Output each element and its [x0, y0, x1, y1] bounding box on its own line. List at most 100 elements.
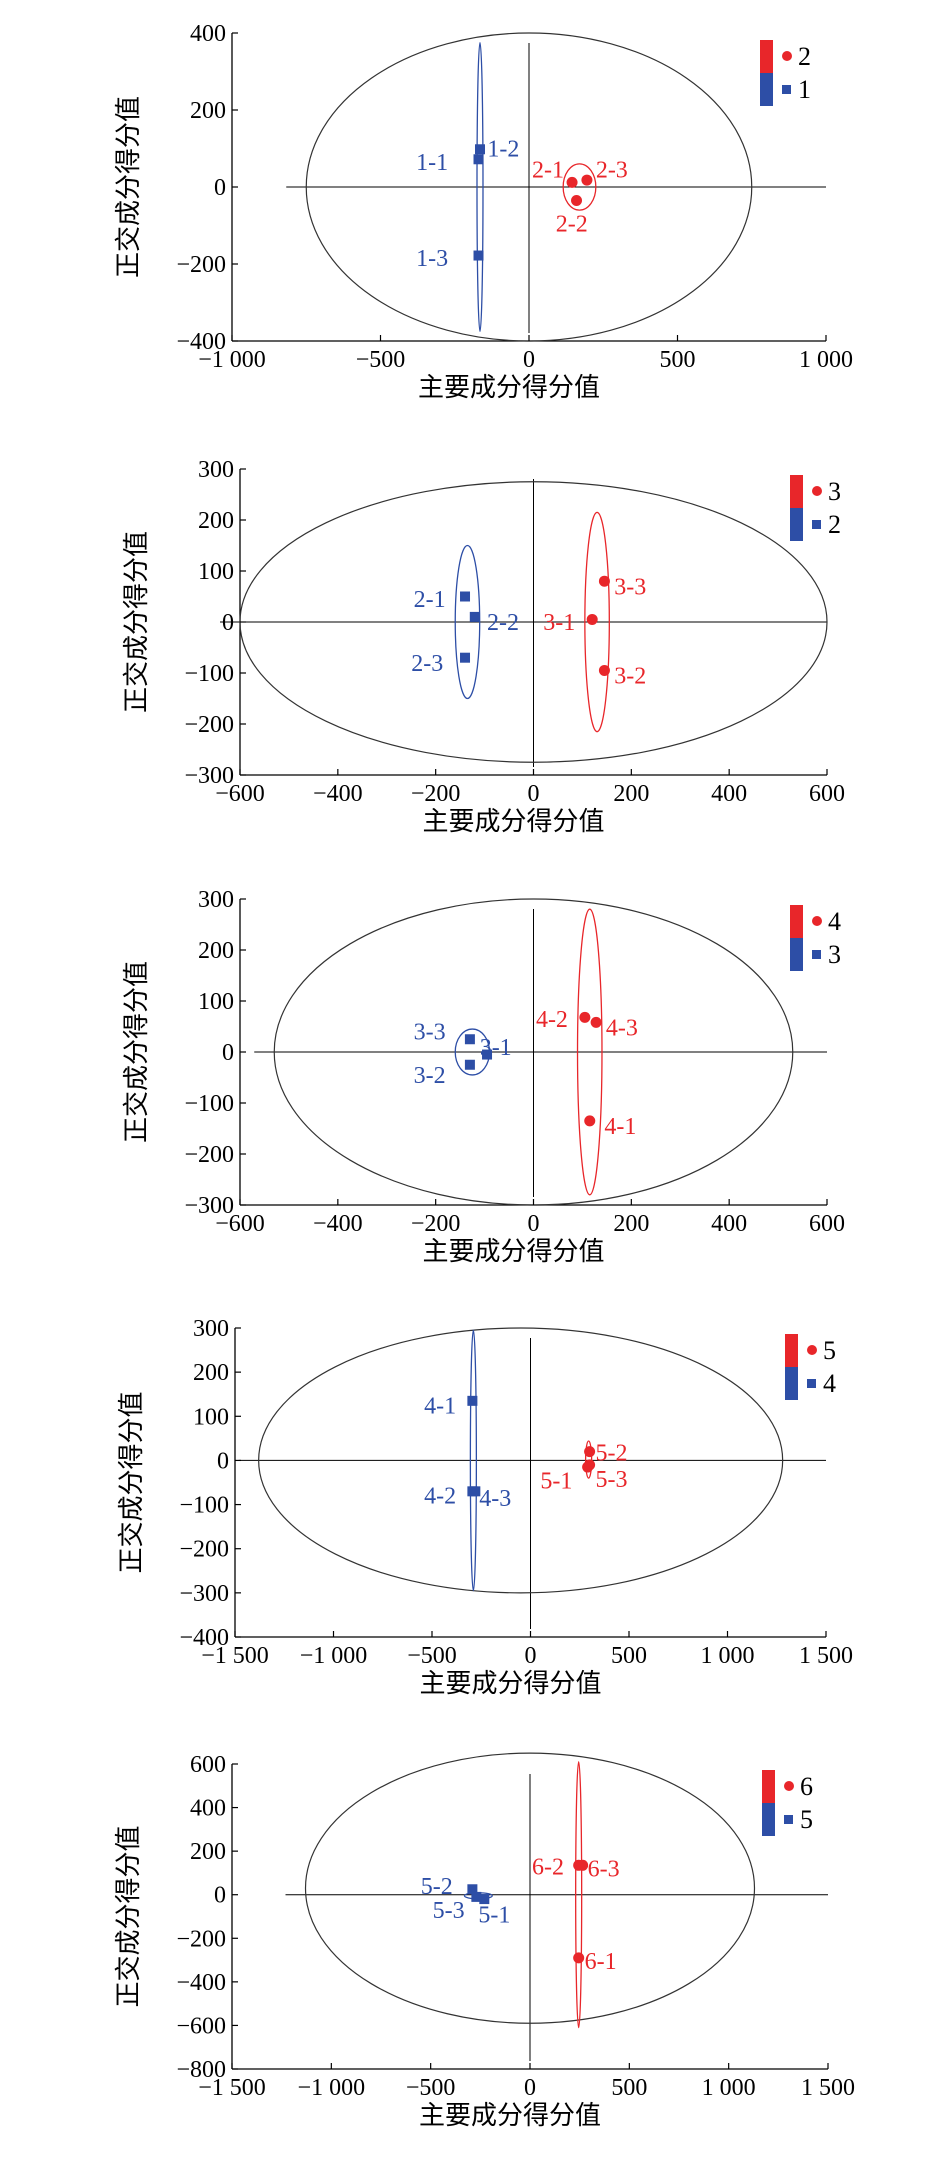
x-axis-title: 主要成分得分值 — [422, 807, 604, 837]
x-tick-label: 1 000 — [702, 2075, 756, 2101]
point-6-1 — [573, 1952, 585, 1964]
legend-label: 3 — [828, 477, 841, 506]
point-label: 5-1 — [540, 1468, 572, 1494]
y-axis-title: 正交成分得分值 — [114, 96, 144, 278]
point-1-3 — [473, 250, 484, 261]
point-label: 2-1 — [532, 158, 564, 184]
chart-panel-1: −1 000 −500 0 500 1 000 −400 −200 0 200 400 主要成分得分… — [114, 21, 853, 403]
point-label: 4-1 — [424, 1393, 456, 1419]
group-ellipse-5 — [584, 1440, 593, 1479]
legend-label: 6 — [800, 1772, 813, 1801]
y-tick-label: 0 — [217, 1448, 229, 1474]
x-tick-label: 1 000 — [701, 1643, 755, 1669]
y-tick-label: 300 — [198, 457, 234, 483]
chart-panel-3: −600 −400 −200 0 200 400 600 −300 −200 −100 0 100 20… — [122, 887, 845, 1267]
x-tick-label: 200 — [613, 781, 649, 807]
x-tick-label: 1 000 — [799, 347, 853, 373]
chart-panel-5: −1 500 −1 000 −500 0 500 1 000 1 500 −800 −600 −4… — [114, 1752, 855, 2131]
legend-swatch-4 — [785, 1367, 798, 1400]
y-axis-title: 正交成分得分值 — [117, 1391, 147, 1573]
y-tick-label: −200 — [179, 1537, 229, 1563]
y-tick-label: 0 — [214, 175, 226, 201]
y-tick-label: 200 — [198, 938, 234, 964]
x-tick-label: 600 — [809, 1211, 845, 1237]
legend-marker-6 — [784, 1781, 794, 1791]
point-label: 1-3 — [416, 246, 448, 272]
y-tick-label: 300 — [193, 1316, 229, 1342]
y-tick-label: 0 — [222, 610, 234, 636]
y-tick-label: 100 — [198, 989, 234, 1015]
legend-marker-2 — [812, 520, 821, 529]
y-tick-label: 600 — [190, 1752, 226, 1778]
y-tick-label: −300 — [179, 1581, 229, 1607]
point-2-1 — [460, 591, 471, 602]
legend-marker-4 — [807, 1379, 816, 1388]
y-tick-label: −100 — [184, 1091, 234, 1117]
group-ellipse-2 — [454, 544, 481, 700]
x-tick-label: −200 — [411, 1211, 461, 1237]
point-3-3 — [598, 575, 610, 587]
point-5-1 — [479, 1894, 490, 1905]
x-tick-label: 0 — [528, 781, 540, 807]
point-label: 5-1 — [478, 1902, 510, 1928]
y-tick-label: 300 — [198, 887, 234, 913]
group-ellipse-4 — [576, 908, 603, 1196]
point-label: 3-3 — [414, 1020, 446, 1046]
point-label: 2-2 — [487, 610, 519, 636]
legend-swatch-1 — [760, 73, 773, 106]
point-2-3 — [460, 652, 471, 663]
x-axis-title: 主要成分得分值 — [419, 2101, 601, 2131]
point-label: 3-1 — [480, 1035, 512, 1061]
y-tick-label: 400 — [190, 21, 226, 47]
point-4-1 — [584, 1115, 596, 1127]
point-label: 3-2 — [614, 664, 646, 690]
point-5-2 — [467, 1884, 478, 1895]
y-tick-label: −400 — [179, 1625, 229, 1651]
x-axis-title: 主要成分得分值 — [418, 373, 600, 403]
legend-label: 4 — [823, 1369, 836, 1398]
point-3-1 — [482, 1049, 493, 1060]
group-ellipse-6 — [575, 1761, 583, 2029]
point-6-3 — [577, 1859, 589, 1871]
y-tick-label: −200 — [184, 712, 234, 738]
x-tick-label: −1 000 — [298, 2075, 366, 2101]
x-tick-label: −1 000 — [300, 1643, 368, 1669]
point-2-2 — [469, 611, 480, 622]
x-axis-title: 主要成分得分值 — [419, 1669, 601, 1699]
x-tick-label: 400 — [711, 1211, 747, 1237]
group-ellipse-4 — [469, 1329, 478, 1592]
point-label: 4-2 — [536, 1007, 568, 1033]
legend-swatch-3 — [790, 475, 803, 508]
legend-swatch-4 — [790, 905, 803, 938]
group-ellipse-3 — [584, 511, 610, 733]
point-4-1 — [467, 1395, 478, 1406]
point-1-2 — [474, 144, 485, 155]
y-tick-label: −200 — [176, 252, 226, 278]
y-tick-label: 100 — [198, 559, 234, 585]
y-tick-label: −200 — [184, 1142, 234, 1168]
legend-label: 1 — [798, 75, 811, 104]
legend-marker-2 — [782, 51, 792, 61]
x-axis-title: 主要成分得分值 — [422, 1237, 604, 1267]
x-tick-label: −400 — [313, 781, 363, 807]
x-tick-label: 0 — [523, 347, 535, 373]
legend-marker-5 — [784, 1815, 793, 1824]
point-label: 5-3 — [596, 1467, 628, 1493]
point-label: 2-2 — [556, 212, 588, 238]
y-tick-label: −400 — [176, 329, 226, 355]
point-3-2 — [464, 1059, 475, 1070]
point-3-3 — [464, 1034, 475, 1045]
x-tick-label: 400 — [711, 781, 747, 807]
y-tick-label: −600 — [176, 2013, 226, 2039]
point-label: 3-2 — [414, 1063, 446, 1089]
point-label: 1-2 — [487, 137, 519, 163]
point-label: 6-3 — [588, 1857, 620, 1883]
x-tick-label: −500 — [356, 347, 406, 373]
x-tick-label: 0 — [525, 1643, 537, 1669]
y-tick-label: 0 — [222, 1040, 234, 1066]
y-tick-label: −400 — [176, 1970, 226, 1996]
point-label: 4-1 — [604, 1114, 636, 1140]
legend-label: 4 — [828, 907, 841, 936]
legend-marker-3 — [812, 950, 821, 959]
